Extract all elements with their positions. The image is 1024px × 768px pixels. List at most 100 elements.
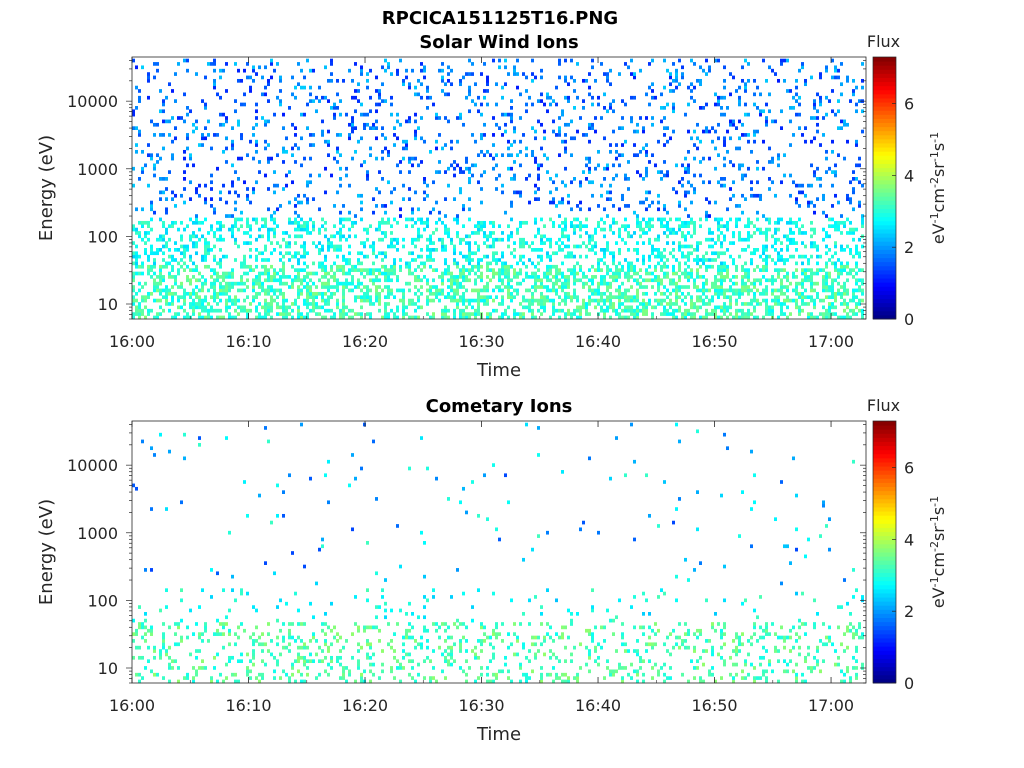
heatmap-cell [564, 275, 567, 279]
heatmap-cell [453, 160, 456, 164]
heatmap-cell [696, 146, 699, 151]
heatmap-cell [711, 251, 714, 256]
heatmap-cell [279, 291, 282, 296]
heatmap-cell [837, 291, 840, 296]
heatmap-cell [645, 166, 648, 171]
heatmap-cell [576, 295, 579, 300]
heatmap-cell [201, 275, 204, 279]
heatmap-cell [438, 275, 441, 279]
heatmap-cell [396, 72, 399, 76]
heatmap-cell [621, 224, 624, 229]
heatmap-cell [591, 248, 594, 252]
heatmap-cell [609, 149, 612, 154]
heatmap-cell [267, 278, 270, 283]
heatmap-cell [195, 278, 198, 283]
heatmap-cell [585, 281, 588, 286]
heatmap-cell [336, 254, 339, 259]
heatmap-cell [474, 264, 477, 269]
heatmap-cell [588, 126, 591, 130]
heatmap-cell [183, 288, 186, 293]
heatmap-cell [609, 227, 612, 232]
heatmap-cell [246, 666, 249, 670]
heatmap-cell [762, 288, 765, 293]
heatmap-cell [297, 652, 300, 657]
heatmap-cell [744, 268, 747, 272]
heatmap-cell [375, 156, 378, 161]
heatmap-cell [597, 163, 600, 168]
heatmap-cell [747, 275, 750, 279]
heatmap-cell [678, 261, 681, 266]
heatmap-cell [297, 655, 300, 660]
heatmap-cell [651, 153, 654, 158]
heatmap-cell [705, 312, 708, 316]
heatmap-cell [840, 285, 843, 289]
heatmap-cell [147, 183, 150, 188]
heatmap-cell [435, 288, 438, 293]
heatmap-cell [294, 278, 297, 283]
heatmap-cell [300, 645, 303, 650]
heatmap-cell [756, 264, 759, 269]
heatmap-cell [174, 315, 177, 320]
heatmap-cell [570, 136, 573, 141]
heatmap-cell [495, 258, 498, 262]
heatmap-cell [492, 58, 495, 63]
heatmap-cell [573, 224, 576, 229]
heatmap-cell [813, 271, 816, 276]
heatmap-cell [204, 254, 207, 259]
heatmap-cell [573, 136, 576, 141]
heatmap-cell [756, 129, 759, 134]
heatmap-cell [579, 180, 582, 185]
heatmap-cell [201, 588, 204, 593]
heatmap-cell [651, 116, 654, 120]
heatmap-cell [453, 315, 456, 320]
heatmap-cell [789, 106, 792, 110]
heatmap-cell [546, 285, 549, 289]
heatmap-cell [318, 99, 321, 103]
heatmap-cell [642, 227, 645, 232]
colorbar-step [873, 224, 896, 230]
heatmap-cell [810, 200, 813, 205]
heatmap-cell [327, 271, 330, 276]
heatmap-cell [408, 264, 411, 269]
heatmap-cell [639, 302, 642, 306]
colorbar-step [873, 216, 896, 222]
heatmap-cell [270, 652, 273, 657]
heatmap-cell [402, 288, 405, 293]
heatmap-cell [285, 244, 288, 249]
heatmap-cell [840, 214, 843, 218]
heatmap-cell [636, 153, 639, 158]
heatmap-cell [594, 116, 597, 120]
heatmap-cell [201, 298, 204, 303]
heatmap-cell [474, 298, 477, 303]
heatmap-cell [753, 193, 756, 198]
heatmap-cell [462, 264, 465, 269]
heatmap-cell [336, 278, 339, 283]
heatmap-cell [513, 288, 516, 293]
heatmap-cell [684, 308, 687, 313]
heatmap-cell [804, 278, 807, 283]
heatmap-cell [171, 258, 174, 262]
heatmap-cell [780, 305, 783, 310]
heatmap-cell [171, 285, 174, 289]
heatmap-cell [279, 75, 282, 80]
heatmap-cell [267, 187, 270, 191]
heatmap-cell [279, 268, 282, 272]
heatmap-cell [798, 102, 801, 107]
heatmap-cell [813, 241, 816, 245]
heatmap-cell [507, 291, 510, 296]
heatmap-cell [600, 268, 603, 272]
heatmap-cell [390, 224, 393, 229]
heatmap-cell [204, 305, 207, 310]
heatmap-cell [411, 210, 414, 215]
heatmap-cell [204, 666, 207, 670]
heatmap-cell [444, 308, 447, 313]
heatmap-cell [831, 295, 834, 300]
colorbar-step [873, 282, 896, 287]
heatmap-cell [384, 204, 387, 208]
heatmap-cell [261, 288, 264, 293]
heatmap-cell [468, 298, 471, 303]
heatmap-cell [591, 234, 594, 239]
heatmap-cell [228, 281, 231, 286]
heatmap-cell [276, 288, 279, 293]
colorbar-step [873, 290, 896, 295]
